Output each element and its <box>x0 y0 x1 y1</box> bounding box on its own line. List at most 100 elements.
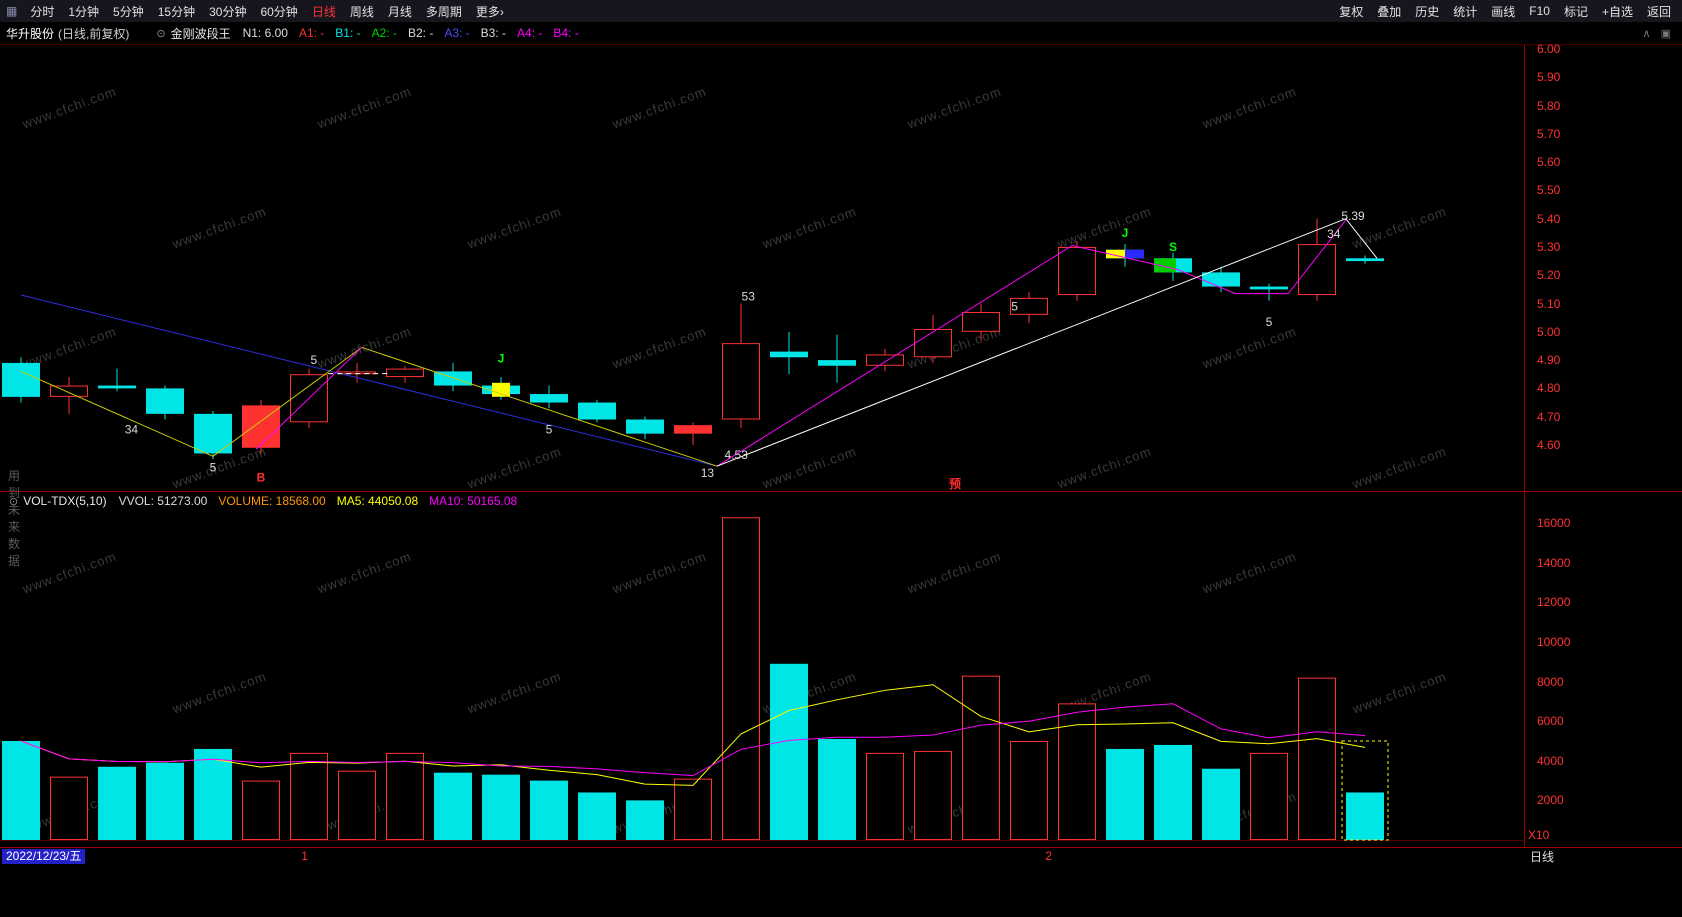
indicator-param: A4: - <box>517 26 543 40</box>
svg-text:34: 34 <box>125 422 139 436</box>
axis-divider <box>1524 492 1525 510</box>
menu-item-period-4[interactable]: 15分钟 <box>157 4 196 19</box>
volume-axis-label: 2000 <box>1537 793 1564 808</box>
menu-item-tool-7[interactable]: 标记 <box>1563 4 1588 19</box>
menu-item-period-3[interactable]: 5分钟 <box>113 4 144 19</box>
menu-item-period-5[interactable]: 30分钟 <box>209 4 247 19</box>
menu-item-tool-5[interactable]: 画线 <box>1491 4 1516 19</box>
volume-axis: X10 16000 14000 12000 10000 8000 6000 4000 2000 <box>1524 510 1682 847</box>
collapse-icon[interactable]: ∧ <box>1642 27 1651 40</box>
chart-header: 华升股份 (日线,前复权) ⊙ 金刚波段王 N1: 6.00 A1: - B1: -… <box>0 22 1682 44</box>
price-axis-label: 5.40 <box>1537 211 1561 226</box>
menu-item-period-2[interactable]: 1分钟 <box>68 4 100 19</box>
menu-item-period-10[interactable]: 多周期 <box>425 4 462 19</box>
volume-axis-label: 16000 <box>1537 516 1571 531</box>
svg-text:4.53: 4.53 <box>725 448 749 462</box>
chart-mode-label: (日线,前复权) <box>58 26 130 41</box>
stock-title: 华升股份 <box>6 26 55 41</box>
indicator-name: 金刚波段王 <box>170 26 231 41</box>
volume-toggle-icon[interactable]: ⊙ <box>9 495 19 508</box>
indicator-params: N1: 6.00 A1: - B1: - A2: - B2: - A3: - B3: - A4… <box>243 26 590 40</box>
price-axis-label: 5.50 <box>1537 183 1561 198</box>
svg-text:5: 5 <box>310 353 317 367</box>
indicator-toggle-icon[interactable]: ⊙ <box>156 27 166 40</box>
svg-text:5: 5 <box>1011 299 1018 313</box>
axis-multiplier: X10 <box>1528 828 1550 842</box>
volume-indicator-name: VOL-TDX(5,10) <box>23 494 107 508</box>
price-axis-label: 5.80 <box>1537 98 1561 113</box>
indicator-param: B4: - <box>553 26 579 40</box>
price-axis-label: 4.90 <box>1537 353 1561 368</box>
price-axis-label: 5.30 <box>1537 239 1561 254</box>
forecast-badge: 预 <box>949 477 962 491</box>
future-data-note: 用到未来数据 <box>8 469 21 568</box>
volume-axis-label: 12000 <box>1537 595 1571 610</box>
volume-value: MA10: 50165.08 <box>429 494 518 508</box>
svg-text:J: J <box>1122 226 1129 240</box>
volume-chart-area: www.cfchi.com www.cfchi.com www.cfchi.com w… <box>0 510 1682 848</box>
indicator-param: A2: - <box>371 26 397 40</box>
svg-text:53: 53 <box>742 289 756 303</box>
svg-text:J: J <box>498 352 505 366</box>
price-axis-label: 4.60 <box>1537 437 1561 452</box>
svg-text:5: 5 <box>1266 315 1273 329</box>
svg-text:B: B <box>257 470 266 484</box>
svg-text:S: S <box>1169 240 1177 254</box>
volume-value: VVOL: 51273.00 <box>118 494 208 508</box>
period-menu: 分时 1分钟 5分钟 15分钟 30分钟 60分钟 日线 周线 月线 多周期 更多› <box>23 3 511 20</box>
volume-axis-label: 10000 <box>1537 635 1571 649</box>
volume-header: ⊙ VOL-TDX(5,10) VVOL: 51273.00 VOLUME: 18… <box>0 492 1682 510</box>
svg-text:5.39: 5.39 <box>1341 209 1365 223</box>
volume-values: VVOL: 51273.00 VOLUME: 18568.00 MA5: 44050… <box>119 494 529 508</box>
svg-text:5: 5 <box>546 422 553 436</box>
price-axis-label: 5.90 <box>1537 70 1561 85</box>
menu-item-period-9[interactable]: 月线 <box>387 4 412 19</box>
menu-item-tool-1[interactable]: 复权 <box>1339 4 1364 19</box>
volume-axis-label: 8000 <box>1537 674 1564 689</box>
svg-text:34: 34 <box>1327 227 1341 241</box>
price-axis-label: 5.00 <box>1537 324 1561 339</box>
menu-item-period-6[interactable]: 60分钟 <box>260 4 298 19</box>
menu-item-tool-2[interactable]: 叠加 <box>1377 4 1402 19</box>
price-axis-label: 5.20 <box>1537 268 1561 283</box>
menu-item-tool-4[interactable]: 统计 <box>1453 4 1478 19</box>
menu-item-period-1[interactable]: 分时 <box>30 4 55 19</box>
menu-item-tool-9[interactable]: 返回 <box>1646 4 1671 19</box>
menu-item-period-8[interactable]: 周线 <box>349 4 374 19</box>
status-bar: 2022/12/23/五 1 2 日线 <box>0 848 1682 865</box>
month-marker-1: 1 <box>301 849 308 863</box>
grid-icon[interactable]: ▦ <box>6 4 18 18</box>
volume-value: VOLUME: 18568.00 <box>218 494 326 508</box>
period-label: 日线 <box>1530 850 1555 864</box>
menu-item-tool-6[interactable]: F10 <box>1529 4 1550 18</box>
price-axis-label: 4.80 <box>1537 381 1561 396</box>
volume-value: MA5: 44050.08 <box>336 494 419 508</box>
volume-axis-label: 14000 <box>1537 555 1571 570</box>
indicator-param: A3: - <box>444 26 470 40</box>
main-chart-area: www.cfchi.com www.cfchi.com www.cfchi.com w… <box>0 41 1682 568</box>
indicator-param: B2: - <box>407 26 434 40</box>
indicator-param: B1: - <box>335 26 361 40</box>
menu-item-tool-3[interactable]: 历史 <box>1415 4 1440 19</box>
menu-item-tool-8[interactable]: +自选 <box>1601 4 1633 19</box>
price-axis-label: 4.70 <box>1537 409 1561 424</box>
top-menubar: ▦ 分时 1分钟 5分钟 15分钟 30分钟 60分钟 日线 周线 月线 多周期 更多› 复权 叠加历… <box>0 0 1682 22</box>
price-axis-label: 5.10 <box>1537 296 1561 311</box>
volume-canvas[interactable] <box>0 510 1524 847</box>
price-axis-label: 6.00 <box>1537 41 1561 56</box>
price-axis-label: 5.70 <box>1537 126 1561 141</box>
volume-axis-label: 4000 <box>1537 753 1564 768</box>
menu-item-period-7[interactable]: 日线 <box>311 4 336 19</box>
price-axis-label: 5.60 <box>1537 155 1561 170</box>
price-axis: 6.00 5.90 5.80 5.70 5.60 5.50 5.40 5.30 5.20 5.10… <box>1524 41 1682 491</box>
svg-text:13: 13 <box>701 466 715 480</box>
panel-icon[interactable]: ▣ <box>1660 27 1671 40</box>
menu-item-period-11[interactable]: 更多› <box>475 4 504 19</box>
volume-axis-label: 6000 <box>1537 714 1564 729</box>
tools-menu: 复权 叠加 历史 统计 画线 F10 标记 +自选 返回 <box>1332 3 1678 20</box>
indicator-param: B3: - <box>480 26 507 40</box>
date-label[interactable]: 2022/12/23/五 <box>2 849 86 864</box>
month-marker-2: 2 <box>1045 849 1052 863</box>
